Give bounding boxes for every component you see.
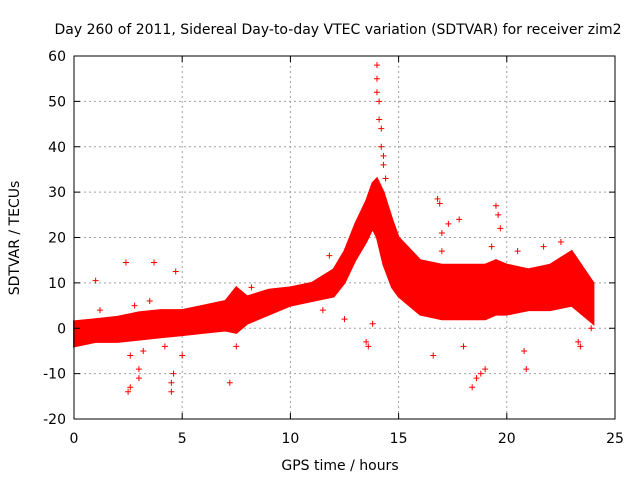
- data-point: [492, 202, 499, 209]
- data-point: [482, 366, 489, 373]
- data-point: [430, 352, 437, 359]
- x-axis-ticks: 0 5 10 15 20 25: [70, 56, 624, 447]
- data-point: [239, 293, 246, 300]
- data-point: [460, 343, 467, 350]
- data-point: [170, 370, 177, 377]
- data-point: [146, 298, 153, 305]
- data-point: [434, 195, 441, 202]
- grid-lines: [74, 56, 615, 419]
- data-point: [488, 243, 495, 250]
- data-point: [341, 316, 348, 323]
- data-point: [135, 375, 142, 382]
- data-point: [382, 175, 389, 182]
- y-tick-label: 60: [48, 49, 66, 65]
- data-point: [588, 325, 595, 332]
- data-point: [477, 370, 484, 377]
- data-point: [363, 338, 370, 345]
- data-point: [438, 248, 445, 255]
- y-tick-label: 0: [57, 321, 66, 337]
- data-point: [445, 220, 452, 227]
- data-point: [172, 268, 179, 275]
- data-point: [402, 243, 409, 250]
- x-axis-label: GPS time / hours: [281, 458, 398, 474]
- y-tick-label: -10: [43, 367, 66, 383]
- data-point: [352, 239, 359, 246]
- data-point: [335, 270, 342, 277]
- data-point: [135, 366, 142, 373]
- data-point: [438, 229, 445, 236]
- data-band: [73, 176, 595, 348]
- data-point: [127, 352, 134, 359]
- data-point: [122, 259, 129, 266]
- y-tick-label: 20: [48, 231, 66, 247]
- data-point: [341, 252, 348, 259]
- x-tick-label: 20: [498, 431, 516, 447]
- data-point: [96, 307, 103, 314]
- data-point: [179, 352, 186, 359]
- data-point: [551, 261, 558, 268]
- data-point: [473, 375, 480, 382]
- y-tick-label: 50: [48, 94, 66, 110]
- x-tick-label: 10: [281, 431, 299, 447]
- data-point: [521, 347, 528, 354]
- data-point: [131, 302, 138, 309]
- data-point: [373, 89, 380, 96]
- data-point: [469, 384, 476, 391]
- data-point: [125, 388, 132, 395]
- data-points: [73, 62, 595, 395]
- data-point: [161, 343, 168, 350]
- data-point: [380, 152, 387, 159]
- data-point: [568, 261, 575, 268]
- data-point: [575, 338, 582, 345]
- data-point: [369, 320, 376, 327]
- data-point: [378, 143, 385, 150]
- data-point: [495, 211, 502, 218]
- data-point: [436, 200, 443, 207]
- data-point: [92, 277, 99, 284]
- data-point: [557, 239, 564, 246]
- data-point: [151, 259, 158, 266]
- chart-title: Day 260 of 2011, Sidereal Day-to-day VTE…: [55, 22, 622, 38]
- data-point: [81, 338, 88, 345]
- data-point: [233, 343, 240, 350]
- data-point: [140, 347, 147, 354]
- data-point: [373, 75, 380, 82]
- data-point: [497, 225, 504, 232]
- data-point: [226, 379, 233, 386]
- data-point: [523, 366, 530, 373]
- data-point: [380, 161, 387, 168]
- data-point: [248, 284, 255, 291]
- x-tick-label: 15: [390, 431, 408, 447]
- data-point: [373, 62, 380, 69]
- data-point: [540, 243, 547, 250]
- data-point: [319, 307, 326, 314]
- y-tick-label: 10: [48, 276, 66, 292]
- data-point: [168, 388, 175, 395]
- data-point: [168, 379, 175, 386]
- y-axis-label: SDTVAR / TECUs: [7, 181, 23, 296]
- data-point: [326, 252, 333, 259]
- data-point: [365, 343, 372, 350]
- data-point: [127, 384, 134, 391]
- y-tick-label: 30: [48, 185, 66, 201]
- data-point: [376, 98, 383, 105]
- y-axis-ticks: -20 -10 0 10 20 30 40 50 60: [43, 49, 615, 428]
- data-point: [456, 216, 463, 223]
- y-tick-label: 40: [48, 140, 66, 156]
- data-point: [577, 343, 584, 350]
- data-point: [586, 284, 593, 291]
- data-point: [376, 116, 383, 123]
- y-tick-label: -20: [43, 412, 66, 428]
- x-tick-label: 5: [178, 431, 187, 447]
- data-point: [378, 125, 385, 132]
- x-tick-label: 0: [70, 431, 79, 447]
- x-tick-label: 25: [606, 431, 624, 447]
- data-point: [514, 248, 521, 255]
